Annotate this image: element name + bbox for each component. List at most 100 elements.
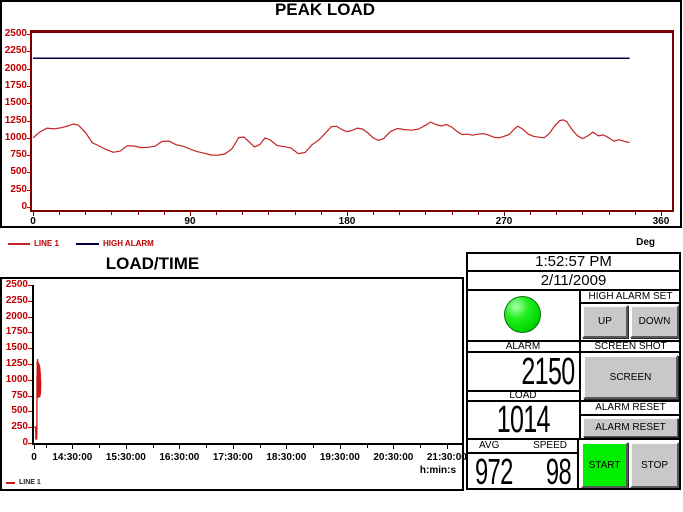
x-minor-tick [399,212,401,215]
y-tick [28,300,32,302]
x-minor-tick [45,445,47,448]
down-button[interactable]: DOWN [630,305,679,338]
series-line [34,358,42,441]
legend2-line1-label: LINE 1 [19,479,41,486]
alarm-reset-label: ALARM RESET [580,401,681,415]
x-minor-tick [530,212,532,215]
y-tick-label: 1000 [5,373,28,385]
x-tick-label: 270 [495,216,513,227]
y-tick [28,395,32,397]
x-tick-label: 17:30:00 [212,452,253,463]
x-minor-tick [137,212,139,215]
x-tick-label: 20:30:00 [373,452,414,463]
y-tick [27,68,31,70]
x-minor-tick [294,212,296,215]
x-minor-tick [608,212,610,215]
y-tick [28,411,32,413]
y-tick-label: 1750 [5,326,28,338]
y-tick-label: 2500 [5,279,28,290]
x-minor-tick [425,212,427,215]
x-tick [446,445,448,449]
y-tick-label: 250 [10,183,27,195]
high-alarm-value: 2150 [521,350,576,393]
avg-speed-label-cell: AVG SPEED [466,439,578,453]
y-tick [27,103,31,105]
x-minor-tick [268,212,270,215]
y-tick [27,155,31,157]
high-alarm-value-display: 2150 [466,352,580,391]
screen-button[interactable]: SCREEN [583,355,678,399]
y-tick-label: 750 [11,389,28,401]
x-tick [33,212,34,216]
load-value: 1014 [496,399,550,441]
y-tick-label: 250 [11,421,28,433]
x-tick [503,212,505,216]
x-minor-tick [420,445,422,448]
y-tick-label: 2000 [4,62,27,74]
x-minor-tick [373,212,375,215]
y-tick [28,364,32,365]
y-tick-label: 1500 [4,97,27,109]
y-tick [28,443,32,444]
y-tick-label: 2000 [5,310,28,322]
peak-load-plot-area [30,30,674,212]
y-tick-label: 500 [10,166,27,178]
x-minor-tick [242,212,244,215]
load-time-series-svg [34,358,42,441]
y-tick [28,316,32,318]
x-tick-label: 14:30:00 [52,452,93,463]
legend2-line1-swatch [6,482,15,484]
alarm-reset-button[interactable]: ALARM RESET [583,418,678,437]
x-tick [125,445,127,449]
x-minor-tick [320,212,322,215]
y-tick [28,348,32,350]
y-tick-label: 1000 [4,131,27,143]
load-value-display: 1014 [466,401,580,439]
clock-date-display: 2/11/2009 [466,271,681,290]
y-tick-label: 1250 [4,114,27,126]
stop-button[interactable]: STOP [630,442,679,488]
y-tick [28,379,32,381]
y-tick-label: 1750 [4,79,27,91]
y-tick [27,189,31,191]
avg-value: 972 [475,450,513,492]
x-minor-tick [259,445,261,448]
x-tick [393,445,395,449]
y-tick-label: 0 [21,201,27,212]
x-tick [34,445,35,449]
legend-line1-swatch [8,243,30,245]
x-minor-tick [59,212,61,215]
up-button[interactable]: UP [582,305,628,338]
y-tick [27,85,31,87]
x-minor-tick [85,212,87,215]
x-tick [189,212,191,216]
x-minor-tick [582,212,584,215]
peak-load-series-svg [32,57,630,156]
start-button[interactable]: START [581,442,628,488]
load-time-title: LOAD/TIME [105,254,200,273]
x-tick [232,445,234,449]
x-minor-tick [99,445,101,448]
y-tick [27,137,31,139]
y-tick [28,427,32,429]
legend-high-alarm-label: HIGH ALARM [103,239,154,248]
y-tick [27,34,31,35]
x-minor-tick [216,212,218,215]
speed-value: 98 [545,450,572,492]
peak-load-title: PEAK LOAD [274,0,376,19]
series-line [32,119,630,156]
x-tick-label: 15:30:00 [105,452,146,463]
load-time-y-axis [32,285,34,445]
y-tick [27,120,31,122]
y-tick-label: 2250 [5,294,28,306]
x-tick-label: 180 [338,216,356,227]
x-minor-tick [206,445,208,448]
x-minor-tick [477,212,479,215]
x-tick-label: 0 [31,452,37,463]
x-tick-label: 90 [184,216,196,227]
y-tick [27,51,31,53]
x-minor-tick [313,445,315,448]
x-tick [339,445,341,449]
peak-x-axis-unit-label: Deg [636,237,655,248]
x-tick [346,212,348,216]
